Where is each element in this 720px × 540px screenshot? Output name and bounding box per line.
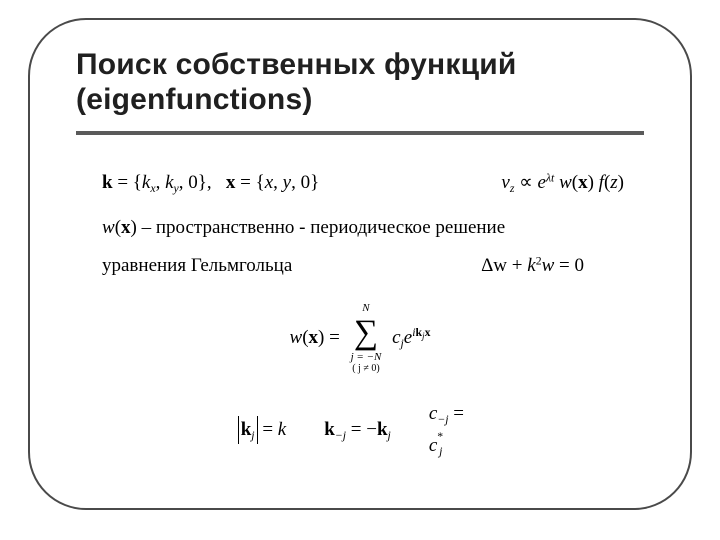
vz-w: w <box>559 172 572 193</box>
neg-eq: = − <box>346 419 377 440</box>
ky-base: k <box>165 172 173 193</box>
x-lhs: x <box>226 172 236 193</box>
k-negation: k−j = −kj <box>324 416 391 445</box>
neg-rhs-k: k <box>377 419 388 440</box>
helm-eq0: = 0 <box>554 255 584 276</box>
helm-plus: + <box>507 255 527 276</box>
vz-e: e <box>538 172 546 193</box>
slide-title: Поиск собственных функций (eigenfunction… <box>76 48 644 117</box>
sigma-bot2: ( j ≠ 0) <box>351 364 382 374</box>
sum-eq: = <box>324 327 339 348</box>
sigma-bot1: j = −N <box>351 352 382 363</box>
helmholtz-label: уравнения Гельмгольца <box>102 252 292 281</box>
vz-f: f <box>599 172 604 193</box>
helmholtz-equation: Δw + k2w = 0 <box>481 252 584 281</box>
k-zero: 0 <box>188 172 198 193</box>
sum-rhs: cjeikjx <box>392 324 430 353</box>
helmholtz-text-1: w(x) – пространственно - периодическое р… <box>76 214 644 243</box>
mod-k: k <box>241 419 252 440</box>
vz-xarg: x <box>578 172 588 193</box>
helm-dw: Δw <box>481 255 507 276</box>
helmholtz-text-2: уравнения Гельмгольца Δw + k2w = 0 <box>76 252 644 281</box>
constraints-row: kj = k k−j = −kj c−j = c*j <box>76 400 644 461</box>
mod-rhs: k <box>278 419 286 440</box>
x-zero: 0 <box>301 172 311 193</box>
sum-w: w <box>290 327 303 348</box>
definitions-row: k = {kx, ky, 0}, x = {x, y, 0} vz ∝ eλt … <box>76 169 644 198</box>
cconj-sub2: j <box>439 445 442 458</box>
ky-sub: y <box>174 182 179 195</box>
title-line-2: (eigenfunctions) <box>76 83 313 116</box>
slide: Поиск собственных функций (eigenfunction… <box>0 0 720 540</box>
vz-zarg: z <box>610 172 617 193</box>
helm-k: k <box>527 255 535 276</box>
helm-w: w <box>542 255 555 276</box>
k-lhs: k <box>102 172 113 193</box>
sigma-top: N <box>351 303 382 314</box>
summation-row: w(x) = N ∑ j = −N ( j ≠ 0) cjeikjx <box>76 303 644 374</box>
content-frame: Поиск собственных функций (eigenfunction… <box>28 18 692 510</box>
wx-x: x <box>121 217 131 238</box>
mod-eq: = <box>258 419 278 440</box>
mod-ksub: j <box>251 429 254 442</box>
x-comp: x <box>265 172 273 193</box>
periodic-text: – пространственно - периодическое решени… <box>137 217 505 238</box>
sum-lhs: w(x) = <box>290 324 340 353</box>
neg-k: k <box>324 419 335 440</box>
vz-v: v <box>501 172 509 193</box>
sum-x: x <box>309 327 319 348</box>
c-conjugate: c−j = c* j <box>429 400 482 461</box>
sum-e: e <box>404 327 412 348</box>
title-line-1: Поиск собственных функций <box>76 48 517 81</box>
title-underline <box>76 131 644 135</box>
sum-exponent: ikjx <box>412 326 430 339</box>
cconj-star: * <box>437 430 443 443</box>
cconj-c2: c <box>429 435 437 456</box>
vz-exp: λt <box>546 172 554 185</box>
k-modulus: kj = k <box>238 416 287 445</box>
sigma-symbol: ∑ <box>351 316 382 350</box>
y-comp: y <box>283 172 291 193</box>
sum-c: c <box>392 327 400 348</box>
vz-expression: vz ∝ eλt w(x) f(z) <box>501 169 624 198</box>
wx-w: w <box>102 217 115 238</box>
neg-ksub: −j <box>335 429 346 442</box>
sigma-block: N ∑ j = −N ( j ≠ 0) <box>351 303 382 374</box>
vz-z: z <box>510 182 515 195</box>
k-vector-def: k = {kx, ky, 0}, x = {x, y, 0} <box>102 169 319 198</box>
math-content: k = {kx, ky, 0}, x = {x, y, 0} vz ∝ eλt … <box>76 169 644 461</box>
cconj-sub1: −j <box>437 412 448 425</box>
neg-rhs-ksub: j <box>388 429 391 442</box>
kx-sub: x <box>150 182 155 195</box>
cconj-c1: c <box>429 403 437 424</box>
cconj-eq: = <box>448 403 463 424</box>
